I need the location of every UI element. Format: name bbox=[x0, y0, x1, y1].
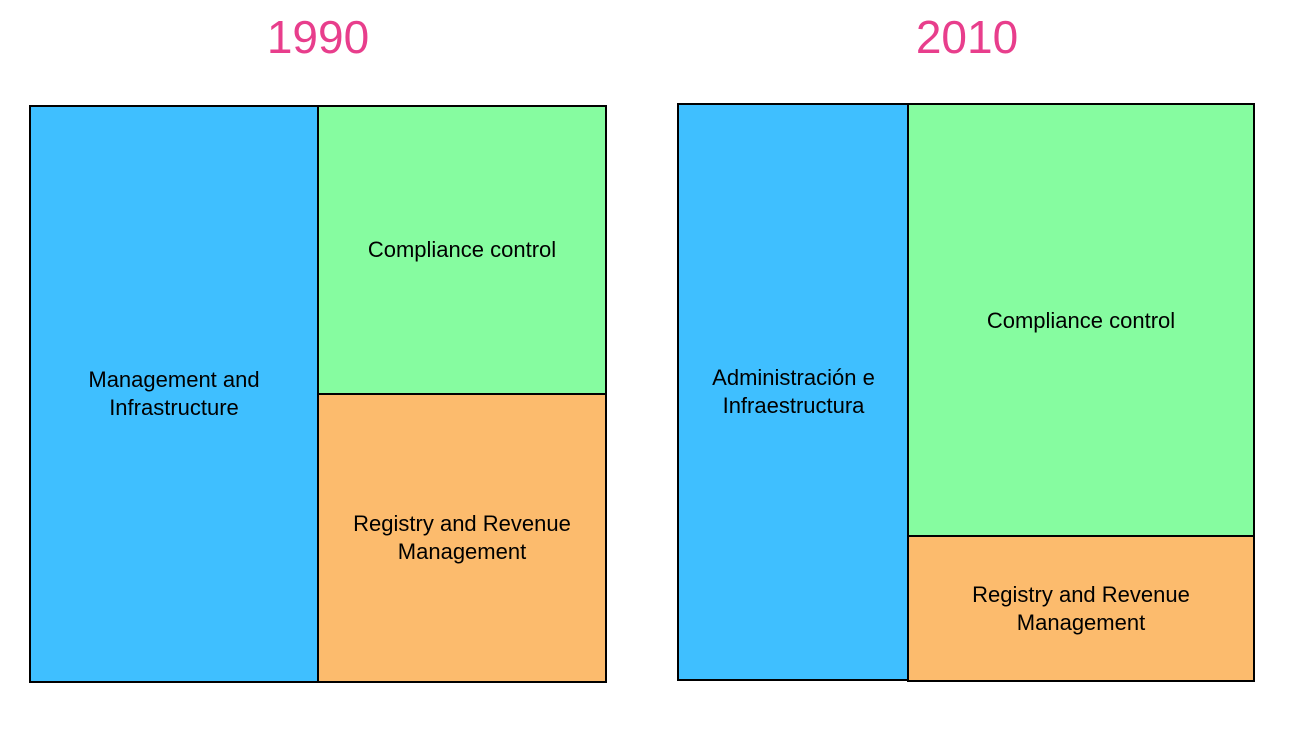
cell-registry-2010-label: Registry and Revenue Management bbox=[972, 581, 1190, 635]
cell-management-2010: Administración e Infraestructura bbox=[677, 103, 910, 681]
treemap-1990: Management and Infrastructure Compliance… bbox=[29, 105, 607, 683]
cell-management-2010-label: Administración e Infraestructura bbox=[712, 365, 875, 418]
cell-management-1990: Management and Infrastructure bbox=[29, 105, 319, 683]
panel-2010-title: 2010 bbox=[915, 11, 1019, 63]
cell-compliance-2010-label: Compliance control bbox=[986, 307, 1176, 333]
cell-management-1990-label: Management and Infrastructure bbox=[88, 367, 260, 420]
cell-registry-2010: Registry and Revenue Management bbox=[907, 535, 1255, 682]
cell-registry-1990-label: Registry and Revenue Management bbox=[353, 511, 571, 564]
panel-1990-title: 1990 bbox=[266, 11, 370, 63]
cell-registry-1990: Registry and Revenue Management bbox=[317, 393, 607, 683]
cell-compliance-1990-label: Compliance control bbox=[367, 237, 557, 262]
cell-compliance-2010: Compliance control bbox=[907, 103, 1255, 538]
treemap-2010: Administración e Infraestructura Complia… bbox=[677, 103, 1255, 682]
cell-compliance-1990: Compliance control bbox=[317, 105, 607, 395]
